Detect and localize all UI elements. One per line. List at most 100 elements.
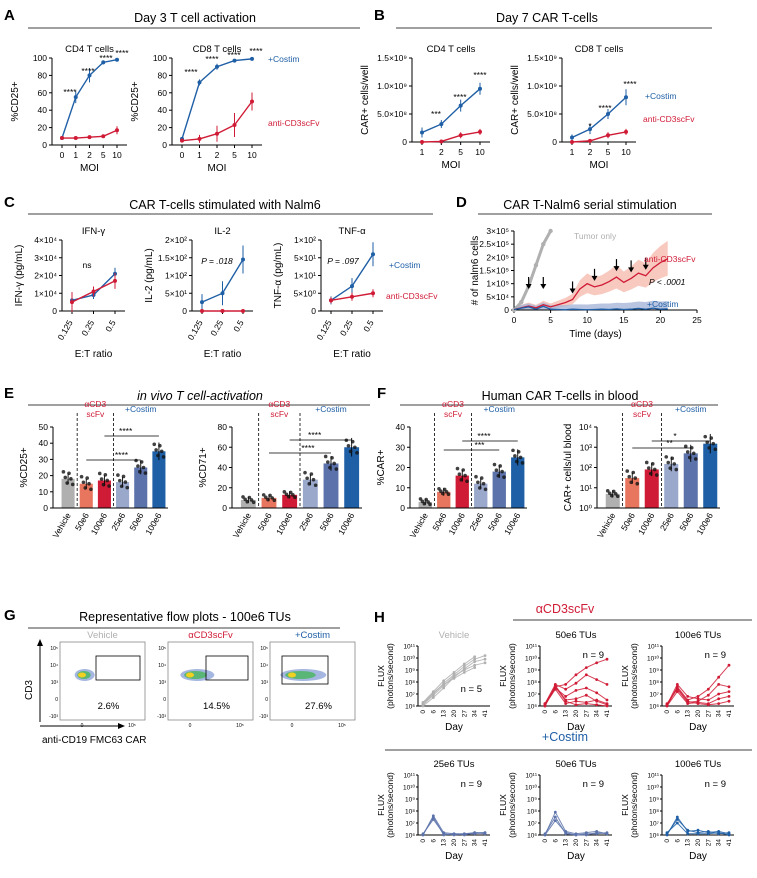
F2-bar <box>625 478 640 508</box>
F1-group-label-costim: +Costim <box>484 404 515 414</box>
panel-title-a: Day 3 T cell activation <box>134 11 256 25</box>
H-plot-3-title: 100e6 TUs <box>675 630 722 641</box>
G-plot-3-ytick-label: 0 <box>265 697 268 703</box>
E1-ytick-label: 10 <box>39 487 49 497</box>
H-plot-1-xtick-label: 34 <box>472 710 479 718</box>
H-plot-3-point <box>675 690 679 693</box>
A2-annotation: **** <box>249 46 263 56</box>
H-plot-1-ytick-label: 10⁶ <box>405 704 415 711</box>
D-xlabel: Time (days) <box>569 329 621 340</box>
F1-dot <box>514 459 519 464</box>
H-plot-1-point <box>442 679 446 683</box>
B1-point <box>458 133 463 138</box>
E1-dot <box>139 460 144 464</box>
A1-xtick-label: 2 <box>87 150 92 160</box>
A2-annotation: **** <box>184 67 198 77</box>
H-plot-5-ytick-label: 10⁸ <box>527 809 537 816</box>
H-plot-2-xtick-label: 34 <box>594 710 601 718</box>
E2-dot <box>353 445 357 450</box>
D-xtick-label: 15 <box>619 315 629 325</box>
E1-dot <box>119 484 124 489</box>
H-plot-6-xtick-label: 41 <box>726 839 733 847</box>
D-band-costim <box>514 300 668 310</box>
panel-title-g: Representative flow plots - 100e6 TUs <box>79 610 291 624</box>
E2-dot <box>350 439 355 444</box>
H-plot-3-point <box>717 683 721 686</box>
E2-group-label-acd3: αCD3 <box>268 399 290 409</box>
H-plot-3-point <box>686 695 690 698</box>
B2-point <box>624 95 628 100</box>
G-plot-1-ytick-label: -10³ <box>49 714 58 720</box>
A1-ylabel: %CD25+ <box>10 81 21 121</box>
D-arrow-head <box>540 284 547 289</box>
F2-dot <box>650 462 655 466</box>
E2-bar <box>261 497 277 508</box>
D-ytick-label: 5×10⁴ <box>486 292 509 302</box>
G-plot-1-ytick-label: 10³ <box>51 680 59 686</box>
A1-point <box>87 73 92 78</box>
G-plot-2-frame <box>167 641 254 721</box>
E1-category-label: 100e6 <box>143 511 164 537</box>
F2-dot <box>648 471 653 476</box>
H-plot-1-point <box>442 683 446 686</box>
B1-point <box>439 122 444 127</box>
G-plot-1-ytick-label: 0 <box>55 697 58 703</box>
H-plot-2-point <box>574 703 578 707</box>
H-plot-4-title: 25e6 TUs <box>433 759 474 770</box>
H-plot-1-ytick-label: 10⁹ <box>405 668 415 675</box>
H-plot-6-point <box>717 831 721 834</box>
D-series-costim <box>513 305 668 311</box>
H-plot-1-xtick-label: 13 <box>441 710 448 718</box>
E1-ytick-label: 20 <box>39 471 49 481</box>
A1-annotation: **** <box>99 53 113 63</box>
E2-dot <box>286 494 291 499</box>
G-plot-2-ytick-label: 10⁴ <box>158 663 166 669</box>
F1-ytick-label: 0 <box>400 503 405 513</box>
F1-dot <box>424 497 429 502</box>
H-plot-3-n: n = 9 <box>705 650 726 661</box>
F2-group-label-scfv: scFv <box>633 409 652 419</box>
E2-dot <box>307 482 312 486</box>
H-plot-2-point <box>564 702 568 705</box>
E2-bar <box>282 494 298 508</box>
H-plot-5-point <box>574 833 578 837</box>
E2-dot <box>303 470 307 475</box>
panel-label-a: A <box>4 7 15 24</box>
E1-bar <box>134 467 148 508</box>
B2-point <box>588 127 592 132</box>
H-plot-1-ytick-label: 10⁷ <box>405 692 415 699</box>
H-plot-5-ylabel-units: (photons/second) <box>507 772 517 838</box>
D-arrow-head <box>642 264 649 270</box>
H-plot-2-point <box>543 702 547 705</box>
G-plot-1-gate <box>95 655 141 681</box>
G-plot-2-title: αCD3scFv <box>188 630 233 641</box>
H-plot-3-point <box>706 687 710 691</box>
H-plot-3-ytick-label: 10⁸ <box>649 680 659 687</box>
H-plot-2-point <box>595 678 599 681</box>
A1-title: CD4 T cells <box>65 44 114 55</box>
H-plot-6-ytick-label: 10¹¹ <box>647 773 659 780</box>
E2-ytick-label: 20 <box>218 483 228 493</box>
H-plot-3-ytick-label: 10⁶ <box>649 704 659 711</box>
E2-annotation: **** <box>308 430 322 440</box>
F1-dot <box>474 474 478 479</box>
H-plot-2-point <box>605 702 609 705</box>
H-plot-1-point <box>483 654 487 657</box>
G-plot-3-ytick-label: 10⁵ <box>260 646 268 652</box>
H-plot-5-title: 50e6 TUs <box>555 759 596 770</box>
panel-h-title-blue: +Costim <box>542 730 588 744</box>
B1-ytick-label: 1.5×10⁹ <box>377 53 407 63</box>
F1-dot <box>516 449 521 454</box>
D-ytick-label: 2.5×10⁵ <box>479 239 509 249</box>
H-plot-3-point <box>717 692 721 696</box>
E2-dot <box>261 493 266 497</box>
A2-ytick-label: 60 <box>158 88 168 98</box>
E1-dot <box>65 481 69 485</box>
H-plot-3-point <box>706 703 710 707</box>
F1-category-label: 100e6 <box>447 511 468 537</box>
A2-ytick-label: 80 <box>158 70 168 80</box>
H-plot-1-ylabel-flux: FLUX <box>376 665 386 687</box>
G-plot-1-frame <box>59 641 146 721</box>
D-ylabel: # of nalm6 cells <box>470 236 481 305</box>
H-plot-2-point <box>574 681 578 685</box>
